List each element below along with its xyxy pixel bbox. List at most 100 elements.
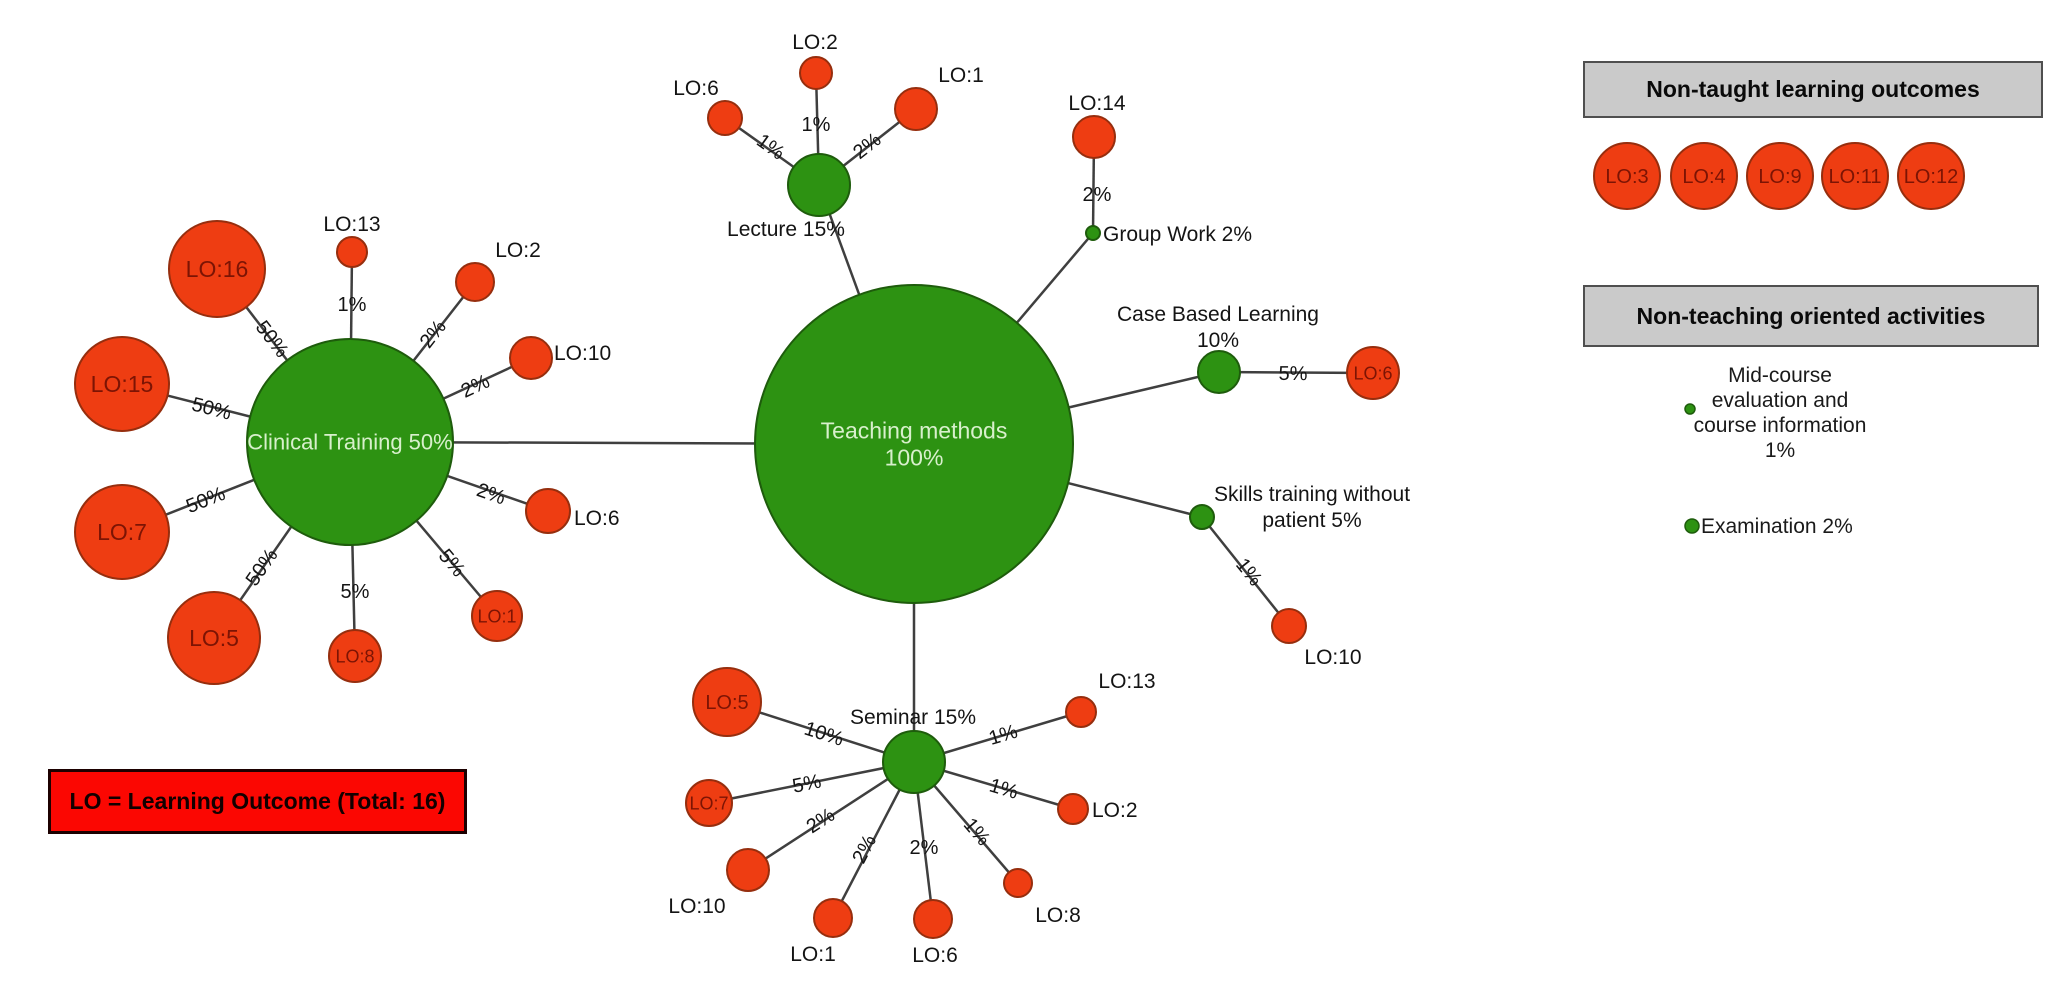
- node-label-skills: patient 5%: [1262, 509, 1361, 532]
- node-label-s10: LO:10: [668, 895, 725, 918]
- node-label-c8: LO:8: [335, 646, 374, 666]
- node-s8: [1003, 868, 1033, 898]
- node-clinical: [246, 338, 454, 546]
- node-middot: [1684, 403, 1696, 415]
- edge-label-lecture-l2: 1%: [802, 114, 831, 136]
- non-teaching-activities-title: Non-teaching oriented activities: [1636, 302, 1986, 329]
- mid-course-note-line-1: Mid-course: [1728, 364, 1832, 387]
- edge-label-seminar-s2: 1%: [987, 775, 1021, 804]
- node-teaching: [754, 284, 1074, 604]
- node-examdot: [1684, 518, 1700, 534]
- node-s2: [1057, 793, 1089, 825]
- node-c2: [455, 262, 495, 302]
- node-s10: [726, 848, 770, 892]
- edge-label-cbl-cb6: 5%: [1279, 363, 1308, 385]
- node-label-s1: LO:1: [790, 943, 836, 966]
- edge-seminar-s10: [747, 760, 915, 872]
- node-c7: [74, 484, 170, 580]
- node-label-lecture: Lecture 15%: [727, 218, 845, 241]
- node-groupwork: [1085, 225, 1101, 241]
- node-g14: [1072, 115, 1116, 159]
- node-c10: [509, 336, 553, 380]
- node-label-s8: LO:8: [1035, 904, 1081, 927]
- node-label-teaching: Teaching methods: [821, 418, 1008, 444]
- node-s6: [913, 899, 953, 939]
- node-label-l2: LO:2: [792, 31, 838, 54]
- node-nt11: [1821, 142, 1889, 210]
- edge-label-clinical-c10: 2%: [458, 370, 494, 402]
- node-lecture: [787, 153, 851, 217]
- node-label-nt3: LO:3: [1605, 166, 1648, 188]
- node-label-c7: LO:7: [97, 519, 147, 545]
- node-s13: [1065, 696, 1097, 728]
- node-label-clinical: Clinical Training 50%: [247, 430, 452, 455]
- node-label-sk10: LO:10: [1304, 646, 1361, 669]
- node-label-cbl: 10%: [1197, 329, 1239, 352]
- node-label-nt11: LO:11: [1829, 166, 1882, 188]
- node-label-l1: LO:1: [938, 64, 984, 87]
- mid-course-note-line-3: course information: [1693, 414, 1867, 437]
- mid-course-note-line-2: evaluation and: [1711, 389, 1849, 412]
- node-label-nt12: LO:12: [1904, 166, 1958, 188]
- node-label-teaching: 100%: [885, 445, 944, 471]
- node-label-c6: LO:6: [574, 507, 620, 530]
- legend-label: LO = Learning Outcome (Total: 16): [69, 788, 446, 814]
- node-label-cb6: LO:6: [1353, 363, 1392, 383]
- node-c5: [167, 591, 261, 685]
- mid-course-note-line-4: 1%: [1764, 439, 1796, 462]
- edge-label-clinical-c6: 2%: [474, 479, 509, 509]
- node-label-s2: LO:2: [1092, 799, 1138, 822]
- node-label-s13: LO:13: [1098, 670, 1155, 693]
- node-c13: [336, 236, 368, 268]
- edge-seminar-s7: [708, 760, 915, 805]
- non-taught-outcomes-header: Non-taught learning outcomes: [1583, 61, 2043, 118]
- node-label-l6: LO:6: [673, 77, 719, 100]
- edge-label-groupwork-g14: 2%: [1083, 184, 1112, 206]
- edge-label-seminar-s7: 5%: [790, 770, 823, 797]
- node-label-c15: LO:15: [91, 371, 154, 397]
- edge-label-clinical-c5: 50%: [242, 545, 283, 591]
- node-label-cbl: Case Based Learning: [1117, 303, 1319, 326]
- node-c1: [471, 590, 523, 642]
- edge-label-clinical-c8: 5%: [341, 581, 370, 603]
- edge-label-seminar-s10: 2%: [803, 804, 839, 838]
- node-label-c2: LO:2: [495, 239, 541, 262]
- edge-label-clinical-c7: 50%: [183, 483, 229, 518]
- edge-label-clinical-c15: 50%: [189, 394, 233, 425]
- edge-skills-sk10: [1201, 516, 1290, 627]
- node-c15: [74, 336, 170, 432]
- node-l2: [799, 56, 833, 90]
- node-nt12: [1897, 142, 1965, 210]
- node-label-nt4: LO:4: [1682, 166, 1725, 188]
- node-cb6: [1346, 346, 1400, 400]
- node-sk10: [1271, 608, 1307, 644]
- node-label-c5: LO:5: [189, 625, 239, 651]
- legend-box: LO = Learning Outcome (Total: 16): [48, 769, 467, 834]
- node-cbl: [1197, 350, 1241, 394]
- non-teaching-activities-header: Non-teaching oriented activities: [1583, 285, 2039, 347]
- node-label-s5: LO:5: [705, 692, 748, 714]
- node-label-nt9: LO:9: [1758, 166, 1801, 188]
- node-label-seminar: Seminar 15%: [850, 706, 976, 729]
- mid-course-note: Mid-course evaluation and course informa…: [1655, 363, 1905, 463]
- edge-label-seminar-s13: 1%: [986, 721, 1020, 750]
- node-label-groupwork: Group Work 2%: [1103, 223, 1252, 246]
- node-l1: [894, 87, 938, 131]
- node-label-skills: Skills training without: [1214, 483, 1410, 506]
- node-s5: [692, 667, 762, 737]
- node-label-c13: LO:13: [323, 213, 380, 236]
- node-skills: [1189, 504, 1215, 530]
- node-label-c1: LO:1: [477, 606, 516, 626]
- non-taught-outcomes-title: Non-taught learning outcomes: [1646, 76, 1980, 102]
- node-c6: [525, 488, 571, 534]
- node-label-s6: LO:6: [912, 944, 958, 967]
- edge-label-seminar-s6: 2%: [910, 837, 939, 859]
- node-label-g14: LO:14: [1068, 92, 1126, 115]
- node-label-c10: LO:10: [554, 342, 611, 365]
- node-nt9: [1746, 142, 1814, 210]
- examination-note: Examination 2%: [1701, 515, 1853, 538]
- node-s7: [685, 779, 733, 827]
- node-l6: [707, 100, 743, 136]
